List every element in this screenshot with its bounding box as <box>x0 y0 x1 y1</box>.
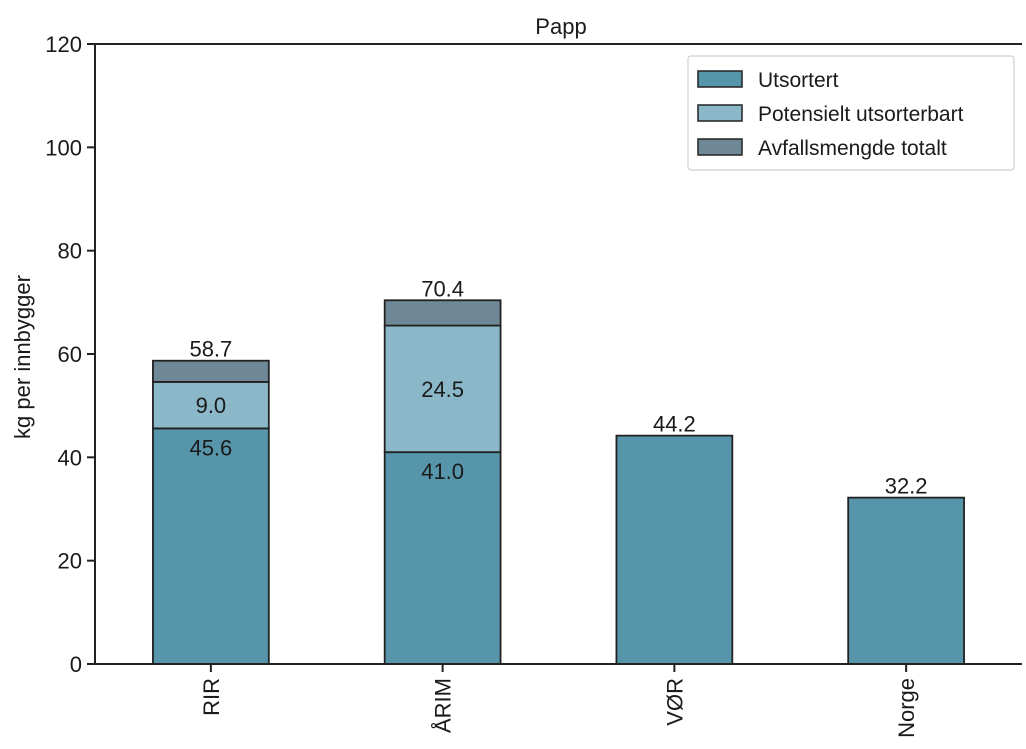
y-axis-label: kg per innbygger <box>10 275 35 439</box>
legend-swatch-potensielt-utsorterbart <box>697 104 743 122</box>
y-tick-label: 100 <box>45 135 82 160</box>
bar-vor-utsortert <box>615 434 734 665</box>
legend-swatch-avfallsmengde-totalt <box>697 138 743 156</box>
bar-norge-utsortert <box>847 496 965 665</box>
chart-title: Papp <box>535 14 586 39</box>
bar-rir-potensielt-utsorterbart <box>152 380 270 430</box>
data-label-rir-utsortert: 45.6 <box>189 435 232 460</box>
x-tick-label-norge: Norge <box>894 678 919 738</box>
y-tick-label: 0 <box>70 652 82 677</box>
y-tick-label: 20 <box>58 549 82 574</box>
x-axis: RIR ÅRIM VØR Norge <box>95 43 1022 738</box>
data-label-norge-utsortert: 32.2 <box>885 474 928 499</box>
legend-label-avfallsmengde-totalt: Avfallsmengde totalt <box>758 137 947 160</box>
y-tick-label: 40 <box>58 445 82 470</box>
data-label-arim-potensielt-utsorterbart: 24.5 <box>421 377 464 402</box>
y-tick-label: 60 <box>58 342 82 367</box>
data-label-rir-avfallsmengde-totalt: 58.7 <box>189 337 232 362</box>
bar-rir-utsortert <box>152 427 270 665</box>
legend-frame <box>687 55 1015 171</box>
data-label-rir-potensielt-utsorterbart: 9.0 <box>196 393 227 418</box>
bars-group <box>152 299 965 665</box>
legend: Utsortert Potensielt utsorterbart Avfallsm… <box>687 55 1015 171</box>
y-tick-label: 120 <box>45 32 82 57</box>
x-tick-label-rir: RIR <box>199 678 224 716</box>
x-tick-label-vor: VØR <box>662 678 687 726</box>
x-tick-label-arim: ÅRIM <box>431 678 456 733</box>
legend-label-utsortert: Utsortert <box>758 69 839 92</box>
bar-arim-avfallsmengde-totalt <box>383 299 502 327</box>
data-label-arim-utsortert: 41.0 <box>421 459 464 484</box>
bar-rir-avfallsmengde-totalt <box>152 359 270 383</box>
bar-arim-utsortert <box>383 451 502 665</box>
y-tick-label: 80 <box>58 239 82 264</box>
data-label-vor-utsortert: 44.2 <box>653 412 696 437</box>
bar-labels-group: 45.6 9.0 58.7 41.0 24.5 70.4 44.2 32.2 <box>189 276 927 498</box>
y-axis: 0 20 40 60 80 100 120 <box>45 32 96 677</box>
legend-label-potensielt-utsorterbart: Potensielt utsorterbart <box>758 103 964 126</box>
data-label-arim-avfallsmengde-totalt: 70.4 <box>421 276 464 301</box>
legend-swatch-utsortert <box>697 70 743 88</box>
